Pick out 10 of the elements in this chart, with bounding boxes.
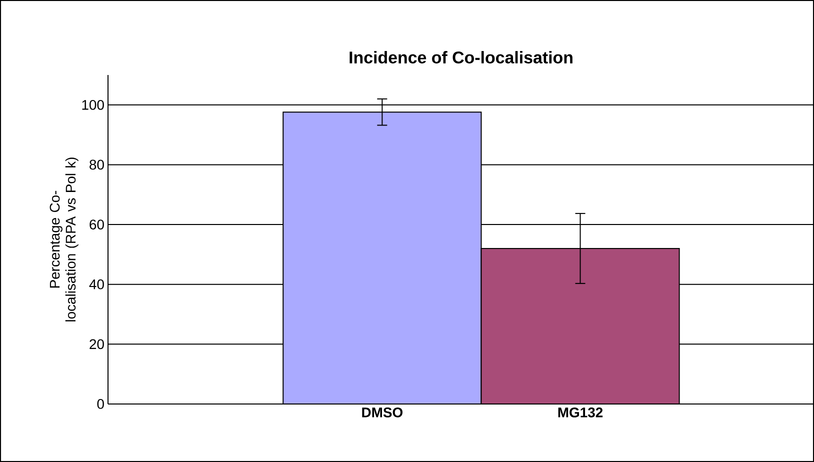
y-axis-title: Percentage Co-localisation (RPA vs Pol k): [50, 158, 78, 322]
chart-title: Incidence of Co-localisation: [350, 51, 572, 64]
y-tick-label: 80: [90, 160, 104, 170]
y-tick-label: 0: [97, 399, 104, 409]
y-tick-label: 40: [89, 279, 104, 290]
y-tick-label: 60: [90, 220, 104, 230]
y-tick-label: 100: [82, 100, 104, 110]
x-tick-label: MG132: [558, 407, 603, 418]
x-tick-label: DMSO: [362, 407, 403, 418]
y-tick-label: 20: [90, 339, 104, 350]
